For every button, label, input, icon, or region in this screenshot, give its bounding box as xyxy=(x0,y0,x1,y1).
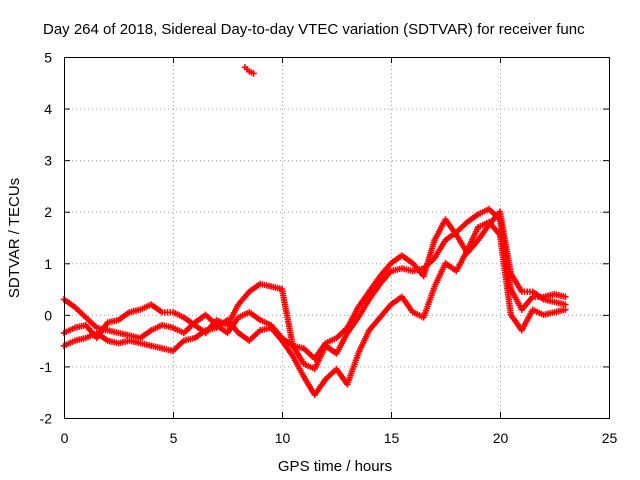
data-point xyxy=(562,293,569,301)
y-tick-label: 4 xyxy=(44,101,52,117)
x-tick-label: 15 xyxy=(384,430,400,446)
y-tick-label: 2 xyxy=(44,204,52,220)
y-tick-label: -1 xyxy=(40,359,53,375)
axis-ticks xyxy=(64,57,610,419)
data-point xyxy=(562,301,569,308)
y-tick-label: 3 xyxy=(44,153,52,169)
x-tick-label: 10 xyxy=(275,430,291,446)
series-3 xyxy=(60,208,569,362)
x-tick-label: 25 xyxy=(602,430,618,446)
x-axis-title: GPS time / hours xyxy=(278,458,392,475)
y-tick-label: -2 xyxy=(40,411,53,427)
x-tick-label: 20 xyxy=(493,430,509,446)
x-tick-label: 5 xyxy=(170,430,178,446)
series-4 xyxy=(241,64,257,77)
series-2 xyxy=(60,218,569,398)
y-tick-label: 1 xyxy=(44,256,52,272)
x-tick-label: 0 xyxy=(61,430,69,446)
data-point xyxy=(250,70,257,77)
chart-title: Day 264 of 2018, Sidereal Day-to-day VTE… xyxy=(43,21,585,38)
y-tick-label: 0 xyxy=(44,307,52,323)
data-series xyxy=(60,64,569,398)
y-axis-title: SDTVAR / TECUs xyxy=(6,178,23,298)
tick-labels: 0 5 10 15 20 25 -2 -1 0 1 2 3 4 5 xyxy=(40,50,618,447)
plot-border xyxy=(64,57,610,419)
y-tick-label: 5 xyxy=(44,50,52,66)
